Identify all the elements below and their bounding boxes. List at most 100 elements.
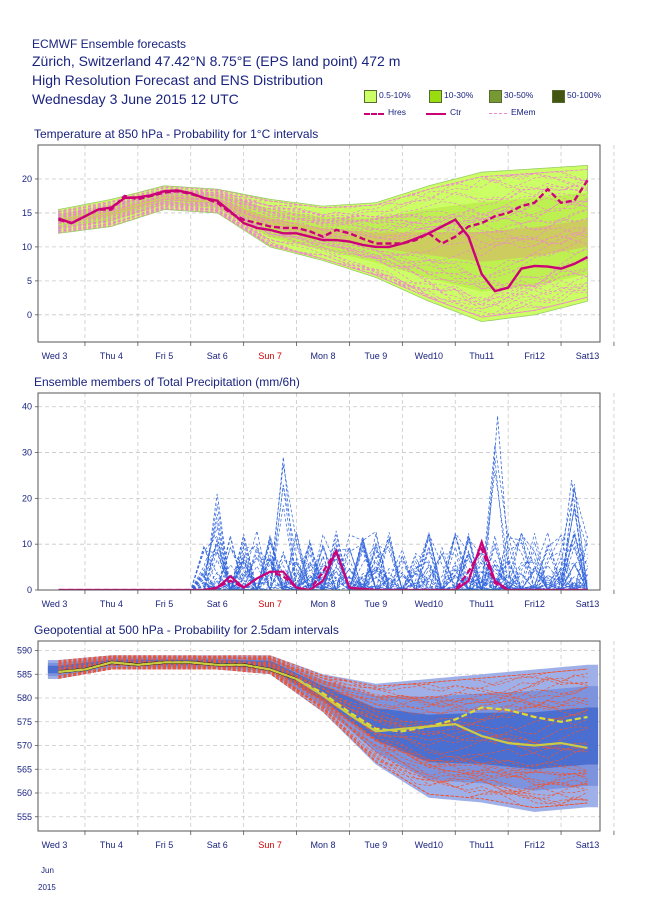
- precip-peak-2: [483, 415, 512, 590]
- legend-label-3: 50-100%: [567, 90, 602, 100]
- geo-member-line: [58, 663, 588, 769]
- geo-member-line: [58, 655, 588, 708]
- temp-member-line: [58, 176, 588, 212]
- precip-member-line: [58, 535, 588, 590]
- geo-member-line: [58, 668, 588, 809]
- geopot-chart-title: Geopotential at 500 hPa - Probability fo…: [34, 623, 339, 637]
- precip-member-line: [58, 521, 588, 590]
- temp-prob-band-2: [58, 195, 588, 262]
- precip-member-line: [58, 541, 588, 590]
- y-tick-label: 570: [17, 741, 32, 751]
- temp-member-line: [58, 170, 588, 213]
- legend-label-1: 10-30%: [444, 90, 474, 100]
- precip-member-line: [58, 533, 588, 590]
- y-tick-label: 590: [17, 646, 32, 656]
- y-tick-label: 30: [22, 448, 32, 458]
- header-location: Zürich, Switzerland 47.42°N 8.75°E (EPS …: [32, 53, 401, 69]
- temp-member-line: [58, 200, 588, 306]
- plot-area-2: [47, 655, 599, 812]
- x-tick-label: Sun 7: [258, 351, 282, 361]
- x-tick-label: Fri12: [524, 351, 545, 361]
- temp-member-line: [58, 204, 588, 284]
- precip-peak-3: [558, 479, 586, 590]
- temp-member-line: [58, 203, 588, 289]
- temp-member-line: [58, 189, 588, 249]
- y-tick-label: 40: [22, 402, 32, 412]
- legend-line-hres: [364, 113, 384, 115]
- legend-line-emem: [489, 113, 507, 114]
- panel-frame-2: [37, 640, 601, 832]
- geo-member-line: [58, 667, 588, 777]
- legend: 0.5-10% 10-30% 30-50% 50-100% Hres Ctr E…: [364, 88, 614, 122]
- legend-label-0: 0.5-10%: [379, 90, 411, 100]
- x-tick-label: Sat 6: [207, 599, 228, 609]
- geo-member-line: [58, 656, 588, 687]
- x-tick-label: Tue 9: [365, 840, 388, 850]
- geo-member-line: [58, 661, 588, 727]
- precip-member-line: [58, 535, 588, 590]
- x-tick-label: Fri 5: [155, 840, 173, 850]
- geo-member-line: [58, 666, 588, 792]
- y-tick-label: 0: [27, 310, 32, 320]
- temp-member-line: [58, 191, 588, 231]
- temp-member-line: [58, 200, 588, 279]
- x-tick-label: Sun 7: [258, 840, 282, 850]
- temp-member-line: [58, 169, 588, 213]
- y-tick-label: 575: [17, 717, 32, 727]
- geo-member-line: [58, 663, 588, 772]
- precip-member-line: [58, 458, 588, 590]
- legend-swatch-0: [364, 90, 377, 103]
- geo-member-line: [58, 663, 588, 787]
- temp-member-line: [58, 202, 588, 305]
- x-tick-label: Fri 5: [155, 599, 173, 609]
- precip-member-line: [58, 561, 588, 590]
- x-tick-label: Sat 6: [207, 840, 228, 850]
- geo-member-line: [58, 658, 588, 702]
- temp-member-line: [58, 195, 588, 278]
- footer-month: Jun: [41, 866, 54, 875]
- y-tick-label: 0: [27, 585, 32, 595]
- precip-member-line: [58, 533, 588, 590]
- header-subtitle: High Resolution Forecast and ENS Distrib…: [32, 72, 324, 88]
- geo-member-line: [58, 663, 588, 759]
- x-tick-label: Thu 4: [100, 351, 123, 361]
- precip-member-line: [58, 488, 588, 590]
- x-tick-label: Mon 8: [310, 840, 335, 850]
- x-tick-label: Thu 4: [100, 840, 123, 850]
- temp-series-ctr: [58, 189, 589, 293]
- precip-member-line: [58, 444, 588, 590]
- x-tick-label: Thu11: [469, 599, 494, 609]
- temp-member-line: [58, 198, 588, 240]
- geo-member-line: [58, 661, 588, 790]
- temp-member-line: [58, 192, 588, 225]
- precip-peak-0: [203, 493, 231, 590]
- precip-member-line: [58, 544, 588, 590]
- precip-series-ctr: [58, 538, 588, 590]
- geo-member-line: [58, 655, 588, 687]
- geo-member-line: [58, 656, 588, 710]
- geo-member-line: [58, 658, 588, 728]
- precip-member-line: [58, 530, 588, 590]
- precip-member-line: [58, 560, 588, 590]
- temp-member-line: [58, 208, 588, 318]
- precip-member-line: [58, 483, 588, 590]
- x-tick-label: Thu 4: [100, 599, 123, 609]
- precip-member-line: [58, 532, 588, 590]
- header-title: ECMWF Ensemble forecasts: [32, 37, 187, 51]
- y-tick-label: 565: [17, 764, 32, 774]
- x-tick-label: Wed10: [415, 351, 443, 361]
- precip-member-line: [58, 505, 588, 590]
- precip-member-line: [58, 464, 588, 590]
- y-tick-label: 15: [22, 208, 32, 218]
- legend-swatch-1: [429, 90, 442, 103]
- plot-area-1: [58, 415, 588, 590]
- y-tick-label: 585: [17, 669, 32, 679]
- panel-frame-1: [37, 392, 601, 591]
- x-tick-label: Wed 3: [42, 840, 68, 850]
- panel-frame-0: [37, 144, 601, 343]
- temp-member-line: [58, 186, 588, 230]
- geo-member-line: [58, 666, 588, 784]
- temp-member-line: [58, 205, 588, 310]
- x-tick-label: Sat 6: [207, 351, 228, 361]
